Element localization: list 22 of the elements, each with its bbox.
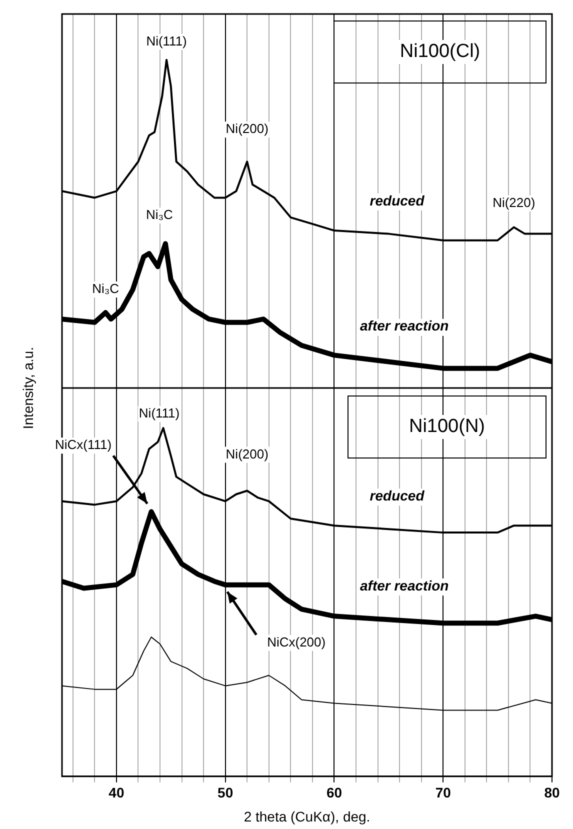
x-tick-label: 40 (108, 784, 124, 801)
annotation: Ni₃C (92, 281, 120, 296)
annotation: NiCx(200) (267, 634, 326, 650)
y-axis-title: Intensity, a.u. (20, 346, 36, 430)
annotation: Ni₃C (146, 207, 173, 222)
x-tick-label: 70 (435, 784, 452, 801)
annotation: NiCx(111) (54, 437, 112, 452)
series-label: after reaction (360, 577, 449, 594)
x-tick-label: 50 (218, 784, 234, 801)
chart-title: Ni100(Cl) (400, 41, 480, 62)
x-axis-title: 2 theta (CuKα), deg. (244, 808, 370, 824)
series-label: after reaction (360, 318, 449, 334)
chart-title: Ni100(N) (408, 416, 486, 438)
annotation: Ni(111) (138, 406, 180, 421)
annotation: Ni(111) (146, 34, 187, 49)
series-label: reduced (370, 487, 425, 504)
annotation: Ni(220) (492, 194, 536, 210)
x-tick-label: 80 (544, 784, 560, 801)
annotation: Ni(200) (226, 446, 268, 462)
annotation: Ni(200) (226, 121, 268, 136)
series-label: reduced (370, 192, 425, 208)
x-tick-label: 60 (326, 784, 342, 801)
